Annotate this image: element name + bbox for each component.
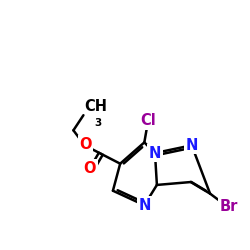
Text: O: O (84, 161, 96, 176)
Text: N: N (149, 146, 161, 160)
Text: Br: Br (219, 199, 238, 214)
Text: N: N (138, 198, 150, 213)
Text: N: N (186, 138, 198, 153)
Text: 3: 3 (94, 118, 102, 128)
Text: CH: CH (85, 99, 108, 114)
Text: Cl: Cl (140, 114, 156, 128)
Text: O: O (80, 137, 92, 152)
